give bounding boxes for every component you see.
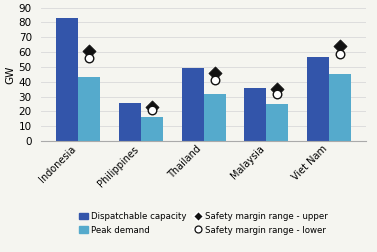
Point xyxy=(211,78,218,82)
Bar xyxy=(78,77,100,141)
Point xyxy=(86,49,92,53)
Point xyxy=(86,56,92,60)
Bar xyxy=(141,117,163,141)
Point xyxy=(337,44,343,48)
Point xyxy=(211,71,218,75)
Bar xyxy=(182,68,204,141)
Point xyxy=(337,52,343,56)
Bar xyxy=(119,103,141,141)
Point xyxy=(274,87,280,91)
Bar xyxy=(244,88,266,141)
Y-axis label: GW: GW xyxy=(6,65,16,83)
Legend: Dispatchable capacity, Peak demand, Safety margin range - upper, Safety margin r: Dispatchable capacity, Peak demand, Safe… xyxy=(79,212,328,235)
Point xyxy=(149,108,155,112)
Bar xyxy=(204,94,225,141)
Bar xyxy=(307,56,329,141)
Bar xyxy=(266,104,288,141)
Bar xyxy=(56,18,78,141)
Point xyxy=(274,92,280,96)
Point xyxy=(149,105,155,109)
Bar xyxy=(329,74,351,141)
